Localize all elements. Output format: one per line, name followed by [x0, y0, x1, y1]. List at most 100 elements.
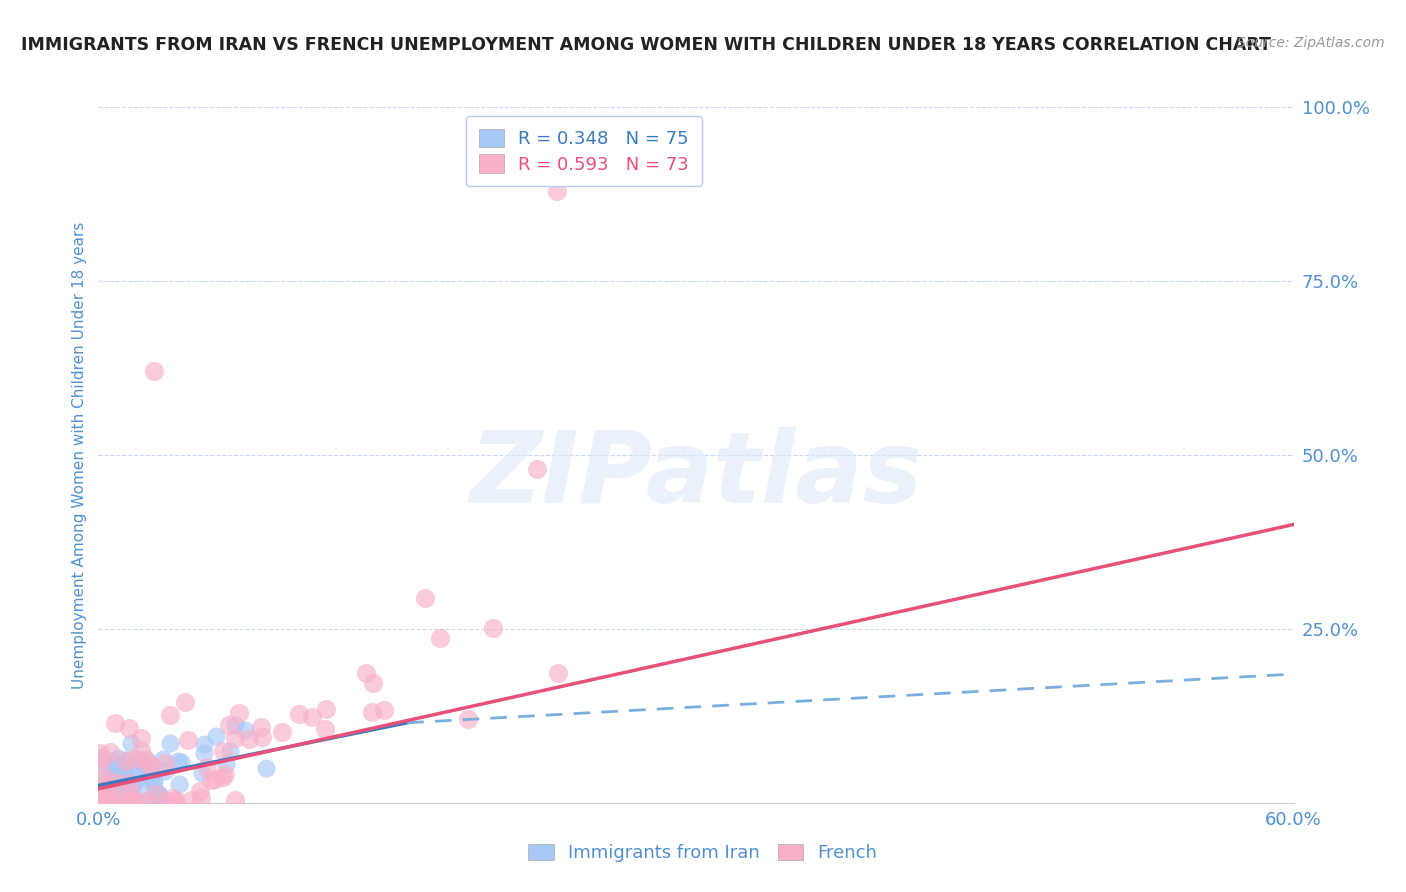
- Point: [129, 743, 152, 757]
- Point: [134, 758, 156, 772]
- Point: [170, 756, 193, 770]
- Point: [195, 760, 218, 774]
- Point: [547, 665, 569, 680]
- Point: [271, 725, 294, 739]
- Point: [413, 591, 436, 605]
- Point: [361, 705, 384, 719]
- Point: [152, 751, 174, 765]
- Point: [224, 731, 246, 745]
- Point: [114, 754, 136, 768]
- Point: [218, 744, 240, 758]
- Point: [115, 760, 138, 774]
- Point: [204, 730, 226, 744]
- Point: [191, 766, 214, 780]
- Point: [162, 791, 184, 805]
- Point: [105, 794, 128, 808]
- Point: [136, 794, 159, 808]
- Point: [104, 775, 127, 789]
- Point: [117, 794, 139, 808]
- Point: [361, 676, 384, 690]
- Point: [96, 794, 118, 808]
- Point: [224, 793, 246, 807]
- Point: [96, 785, 118, 799]
- Point: [315, 702, 337, 716]
- Point: [94, 771, 117, 785]
- Point: [93, 790, 115, 805]
- Point: [89, 751, 111, 765]
- Point: [89, 746, 111, 760]
- Point: [104, 792, 127, 806]
- Point: [118, 758, 141, 772]
- Point: [91, 759, 114, 773]
- Point: [122, 752, 145, 766]
- Point: [238, 732, 260, 747]
- Point: [111, 767, 134, 781]
- Point: [200, 772, 222, 787]
- Point: [101, 780, 124, 795]
- Point: [104, 715, 127, 730]
- Point: [429, 632, 451, 646]
- Point: [98, 794, 121, 808]
- Point: [101, 761, 124, 775]
- Legend: R = 0.348   N = 75, R = 0.593   N = 73: R = 0.348 N = 75, R = 0.593 N = 73: [465, 116, 702, 186]
- Point: [91, 790, 114, 805]
- Point: [118, 721, 141, 735]
- Point: [114, 780, 136, 795]
- Point: [120, 779, 142, 793]
- Point: [103, 754, 125, 768]
- Point: [159, 708, 181, 723]
- Point: [155, 794, 177, 808]
- Point: [117, 794, 139, 808]
- Point: [90, 770, 112, 784]
- Point: [107, 751, 129, 765]
- Point: [97, 780, 120, 794]
- Legend: Immigrants from Iran, French: Immigrants from Iran, French: [522, 837, 884, 870]
- Point: [111, 757, 134, 772]
- Point: [212, 770, 235, 784]
- Point: [114, 791, 136, 805]
- Point: [131, 731, 153, 745]
- Point: [131, 758, 153, 772]
- Point: [167, 777, 190, 791]
- Point: [124, 774, 146, 789]
- Point: [120, 736, 142, 750]
- Point: [94, 794, 117, 808]
- Point: [134, 752, 156, 766]
- Point: [159, 736, 181, 750]
- Point: [90, 794, 112, 808]
- Point: [204, 772, 226, 786]
- Point: [97, 792, 120, 806]
- Point: [146, 786, 169, 800]
- Point: [228, 706, 250, 721]
- Point: [115, 781, 138, 796]
- Point: [111, 762, 134, 776]
- Text: IMMIGRANTS FROM IRAN VS FRENCH UNEMPLOYMENT AMONG WOMEN WITH CHILDREN UNDER 18 Y: IMMIGRANTS FROM IRAN VS FRENCH UNEMPLOYM…: [21, 36, 1271, 54]
- Point: [93, 782, 115, 797]
- Point: [301, 710, 323, 724]
- Point: [104, 776, 127, 790]
- Point: [165, 793, 187, 807]
- Point: [163, 794, 186, 808]
- Point: [104, 774, 127, 789]
- Point: [114, 759, 136, 773]
- Point: [100, 793, 122, 807]
- Point: [180, 792, 202, 806]
- Point: [373, 703, 395, 717]
- Point: [120, 787, 142, 801]
- Point: [250, 731, 273, 745]
- Point: [153, 756, 176, 770]
- Point: [193, 746, 215, 760]
- Point: [218, 718, 240, 732]
- Point: [136, 794, 159, 808]
- Point: [139, 769, 162, 783]
- Point: [233, 723, 256, 737]
- Point: [153, 764, 176, 778]
- Point: [98, 745, 121, 759]
- Point: [107, 766, 129, 780]
- Point: [190, 790, 212, 805]
- Point: [254, 761, 277, 775]
- Point: [249, 720, 271, 734]
- Point: [214, 766, 236, 780]
- Point: [146, 789, 169, 803]
- Point: [127, 752, 149, 766]
